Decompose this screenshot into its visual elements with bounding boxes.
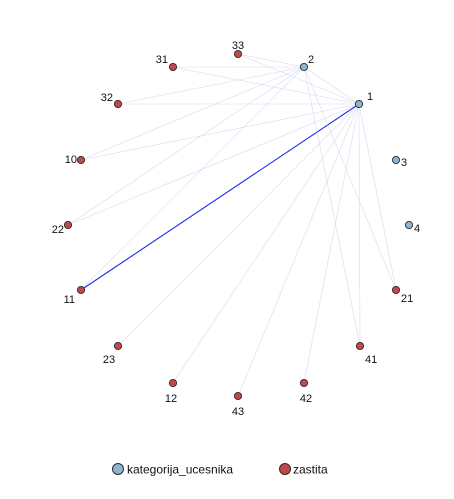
node-label-23: 23 (103, 354, 115, 366)
edge-1-2 (303, 66, 360, 105)
node-10[interactable] (76, 155, 86, 165)
edge-1-43 (237, 103, 360, 397)
node-1[interactable] (354, 99, 364, 109)
node-2[interactable] (299, 62, 309, 72)
node-label-41: 41 (365, 354, 377, 366)
edge-1-31 (172, 66, 360, 105)
edge-1-22 (67, 103, 360, 226)
node-33[interactable] (233, 49, 243, 59)
node-label-1: 1 (367, 91, 373, 103)
edge-1-11 (80, 103, 360, 291)
node-22[interactable] (63, 220, 73, 230)
node-label-42: 42 (300, 393, 312, 405)
legend-label-zastita: zastita (293, 463, 328, 477)
edge-2-32 (117, 66, 305, 105)
node-label-33: 33 (232, 40, 244, 52)
legend-swatch-zastita (279, 463, 291, 475)
legend: kategorija_ucesnika zastita (112, 463, 328, 477)
edge-1-10 (80, 103, 360, 161)
edge-1-21 (358, 103, 397, 291)
legend-label-kategorija-ucesnika: kategorija_ucesnika (127, 463, 233, 477)
node-label-4: 4 (414, 223, 420, 235)
edge-1-12 (172, 103, 360, 384)
edge-1-23 (117, 103, 360, 347)
node-11[interactable] (76, 285, 86, 295)
node-label-11: 11 (64, 294, 75, 306)
edges-layer (67, 53, 397, 397)
node-label-43: 43 (232, 406, 244, 418)
node-41[interactable] (355, 341, 365, 351)
edge-2-11 (80, 66, 305, 291)
node-42[interactable] (299, 378, 309, 388)
edge-2-10 (80, 66, 305, 161)
node-4[interactable] (404, 220, 414, 230)
node-43[interactable] (233, 391, 243, 401)
edge-2-33 (237, 53, 305, 68)
edge-2-21 (303, 66, 397, 291)
node-23[interactable] (113, 341, 123, 351)
node-label-12: 12 (165, 393, 177, 405)
node-label-3: 3 (401, 157, 407, 169)
node-label-32: 32 (101, 92, 113, 104)
edge-1-33 (237, 53, 360, 105)
node-label-31: 31 (156, 54, 168, 66)
node-32[interactable] (113, 99, 123, 109)
edge-2-22 (67, 66, 305, 226)
node-label-10: 10 (65, 154, 77, 166)
edge-2-41 (303, 66, 361, 347)
node-12[interactable] (168, 378, 178, 388)
node-21[interactable] (391, 285, 401, 295)
edge-1-41 (358, 103, 361, 347)
node-label-2: 2 (308, 54, 314, 66)
legend-swatch-kategorija-ucesnika (112, 463, 124, 475)
node-3[interactable] (391, 155, 401, 165)
node-31[interactable] (168, 62, 178, 72)
node-label-21: 21 (401, 293, 413, 305)
edge-1-42 (303, 103, 360, 384)
node-label-22: 22 (52, 224, 64, 236)
